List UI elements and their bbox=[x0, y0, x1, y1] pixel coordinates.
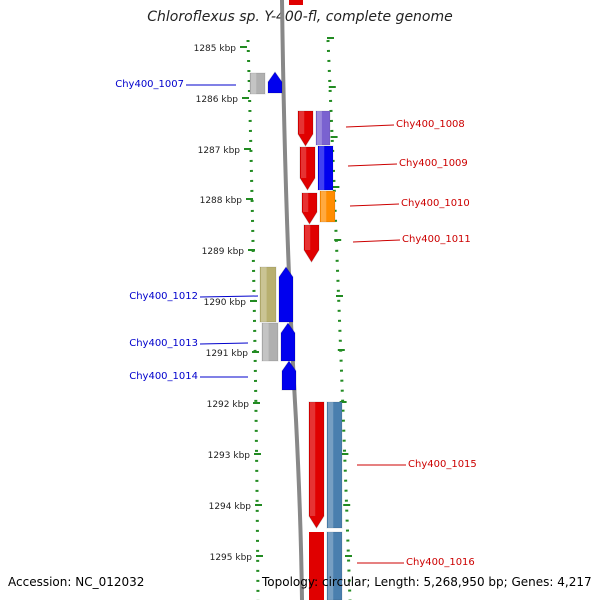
tick-label: 1290 kbp bbox=[204, 298, 247, 308]
gene-grey-1007[interactable] bbox=[249, 72, 266, 95]
gene-orange-1010[interactable] bbox=[319, 190, 336, 223]
gene-grey-1013-shine bbox=[263, 323, 269, 361]
gene-red-a[interactable] bbox=[297, 110, 314, 147]
gene-steelblue-1016[interactable] bbox=[326, 531, 343, 600]
gene-label[interactable]: Chy400_1016 bbox=[406, 557, 475, 568]
tick-label: 1294 kbp bbox=[209, 502, 252, 512]
tick-label: 1287 kbp bbox=[198, 146, 241, 156]
gene-blue-1012[interactable] bbox=[278, 266, 294, 323]
tick-label: 1292 kbp bbox=[207, 400, 250, 410]
gene-label[interactable]: Chy400_1014 bbox=[129, 371, 198, 382]
gene-red-1015-shine bbox=[310, 402, 316, 516]
gene-olive-1012[interactable] bbox=[259, 266, 277, 323]
topology-text: Topology: circular; Length: 5,268,950 bp… bbox=[262, 575, 592, 589]
gene-label[interactable]: Chy400_1007 bbox=[115, 79, 184, 90]
tick-label: 1286 kbp bbox=[196, 95, 239, 105]
tick-label: 1289 kbp bbox=[202, 247, 245, 257]
gene-red-a-shine bbox=[299, 111, 305, 134]
gene-purple-1008-shine bbox=[317, 111, 322, 145]
gene-label[interactable]: Chy400_1015 bbox=[408, 459, 477, 470]
gene-purple-1008[interactable] bbox=[315, 110, 331, 146]
tick-label: 1285 kbp bbox=[194, 44, 237, 54]
gene-label[interactable]: Chy400_1012 bbox=[129, 291, 198, 302]
gene-blue-1013[interactable] bbox=[280, 322, 296, 362]
gene-grey-1013[interactable] bbox=[261, 322, 279, 362]
gene-blue-1014[interactable] bbox=[281, 360, 297, 391]
gene-red-d-shine bbox=[305, 225, 311, 250]
gene-blue-1009[interactable] bbox=[317, 145, 334, 191]
gene-orange-1010-shine bbox=[321, 191, 327, 222]
gene-red-1016[interactable] bbox=[309, 532, 324, 600]
gene-blue-1007[interactable] bbox=[267, 71, 283, 94]
gene-blue-1009-shine bbox=[319, 146, 325, 190]
map-title: Chloroflexus sp. Y-400-fl, complete geno… bbox=[147, 9, 453, 25]
leader-line bbox=[347, 163, 398, 167]
gene-grey-1007-shine bbox=[251, 73, 257, 94]
leader-line bbox=[199, 295, 259, 298]
gene-red-c[interactable] bbox=[301, 192, 318, 225]
gene-red-d[interactable] bbox=[303, 224, 320, 263]
left-track-dots bbox=[246, 39, 260, 600]
gene-red-c-shine bbox=[303, 193, 309, 212]
tick-label: 1288 kbp bbox=[200, 196, 243, 206]
leader-line bbox=[199, 342, 249, 345]
tick-label: 1291 kbp bbox=[206, 349, 249, 359]
gene-steelblue-1015-shine bbox=[328, 402, 334, 528]
gene-red-1015[interactable] bbox=[308, 401, 325, 529]
leader-line bbox=[352, 239, 401, 243]
gene-label[interactable]: Chy400_1009 bbox=[399, 158, 468, 169]
leader-line bbox=[349, 203, 400, 207]
gene-label[interactable]: Chy400_1013 bbox=[129, 338, 198, 349]
gene-label[interactable]: Chy400_1008 bbox=[396, 119, 465, 130]
leader-line bbox=[345, 124, 395, 128]
gene-steelblue-1015[interactable] bbox=[326, 401, 343, 529]
gene-red-b[interactable] bbox=[299, 146, 316, 191]
right-track-dots bbox=[326, 39, 352, 600]
gene-label[interactable]: Chy400_1010 bbox=[401, 198, 470, 209]
top-gene-fragment bbox=[289, 0, 303, 5]
tick-label: 1293 kbp bbox=[208, 451, 251, 461]
gene-olive-1012-shine bbox=[261, 267, 267, 322]
gene-red-b-shine bbox=[301, 147, 307, 178]
gene-label[interactable]: Chy400_1011 bbox=[402, 234, 471, 245]
accession-text: Accession: NC_012032 bbox=[8, 575, 145, 589]
tick-label: 1295 kbp bbox=[210, 553, 253, 563]
gene-steelblue-1016-shine bbox=[328, 532, 334, 600]
